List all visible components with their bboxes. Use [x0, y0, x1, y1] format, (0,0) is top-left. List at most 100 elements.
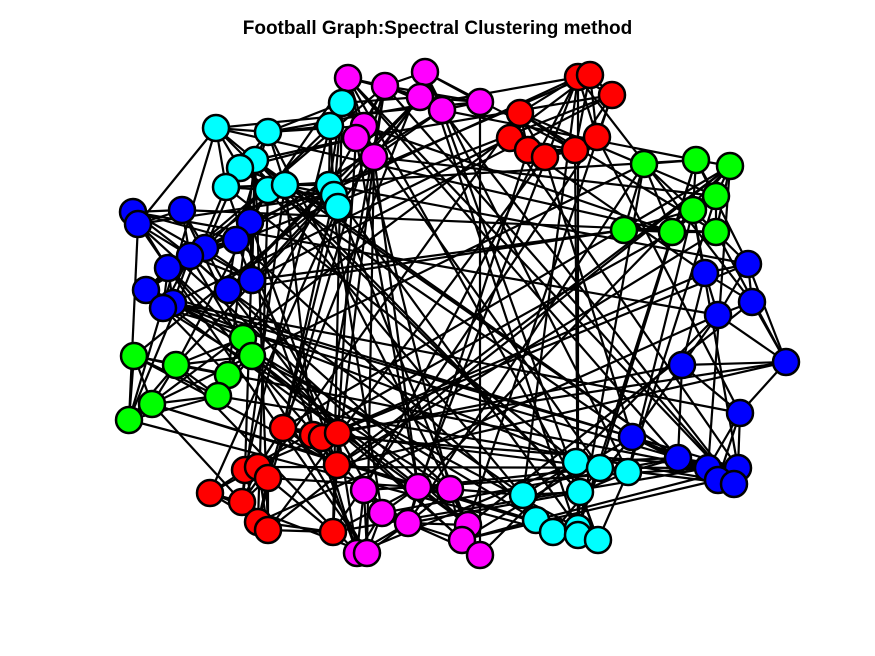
graph-node-cyan: [201, 113, 231, 143]
graph-node-green: [657, 217, 687, 247]
graph-edge: [626, 195, 718, 473]
node-layer: [114, 57, 801, 570]
graph-edge: [355, 93, 613, 140]
graph-node-magenta: [370, 71, 400, 101]
graph-node-magenta: [465, 87, 495, 117]
graph-node-magenta: [465, 540, 495, 570]
graph-node-magenta: [352, 538, 382, 568]
graph-node-green: [237, 341, 267, 371]
graph-edge: [527, 149, 706, 274]
graph-node-magenta: [447, 525, 477, 555]
graph-edge: [151, 402, 419, 489]
graph-edge: [145, 288, 633, 439]
graph-edge: [267, 189, 554, 533]
graph-edge: [251, 228, 625, 282]
graph-edge: [441, 109, 735, 485]
graph-node-green: [701, 181, 731, 211]
graph-edge: [127, 223, 140, 421]
graph-node-blue: [221, 225, 251, 255]
graph-node-cyan: [211, 172, 241, 202]
graph-node-blue: [175, 241, 205, 271]
graph-node-green: [161, 350, 191, 380]
graph-node-blue: [123, 209, 153, 239]
graph-edge: [746, 263, 788, 363]
graph-node-red: [268, 413, 298, 443]
graph-edge: [509, 137, 739, 469]
graph-node-red: [323, 418, 353, 448]
graph-edge: [181, 209, 244, 339]
graph-edge: [225, 186, 577, 463]
graph-edge: [321, 262, 749, 440]
graph-edge: [282, 165, 731, 429]
graph-node-magenta: [405, 82, 435, 112]
graph-node-cyan: [613, 457, 643, 487]
graph-node-cyan: [561, 447, 591, 477]
graph-node-red: [195, 478, 225, 508]
graph-edge: [441, 108, 697, 162]
graph-edge: [251, 279, 383, 514]
graph-node-blue: [690, 258, 720, 288]
graph-node-red: [530, 142, 560, 172]
graph-node-cyan: [225, 153, 255, 183]
graph-node-blue: [213, 275, 243, 305]
graph-node-magenta: [333, 63, 363, 93]
graph-edge: [172, 301, 741, 415]
graph-node-magenta: [359, 142, 389, 172]
graph-node-blue: [737, 287, 767, 317]
graph-node-cyan: [585, 453, 615, 483]
graph-edge: [281, 206, 340, 429]
graph-edge: [128, 394, 219, 422]
graph-node-blue: [237, 265, 267, 295]
graph-node-green: [678, 195, 708, 225]
graph-edge: [282, 426, 735, 486]
graph-node-cyan: [508, 480, 538, 510]
graph-node-red: [253, 515, 283, 545]
graph-edge: [373, 155, 717, 198]
graph-node-cyan: [270, 170, 300, 200]
graph-node-red: [227, 487, 257, 517]
graph-node-blue: [667, 350, 697, 380]
graph-node-magenta: [367, 498, 397, 528]
graph-node-magenta: [349, 475, 379, 505]
graph-node-cyan: [323, 192, 353, 222]
graph-edge: [347, 77, 679, 459]
graph-node-blue: [131, 275, 161, 305]
graph-edge: [681, 360, 787, 367]
graph-node-blue: [617, 422, 647, 452]
graph-node-red: [322, 450, 352, 480]
graph-node-green: [114, 405, 144, 435]
graph-node-green: [701, 217, 731, 247]
graph-node-green: [629, 149, 659, 179]
graph-node-magenta: [403, 472, 433, 502]
graph-node-magenta: [435, 474, 465, 504]
graph-node-blue: [663, 443, 693, 473]
graph-node-red: [560, 135, 590, 165]
graph-edge: [336, 360, 787, 467]
graph-node-magenta: [341, 123, 371, 153]
graph-node-blue: [725, 398, 755, 428]
graph-node-cyan: [327, 88, 357, 118]
graph-edge: [356, 460, 577, 555]
graph-node-blue: [703, 300, 733, 330]
graph-node-red: [318, 517, 348, 547]
graph-edge: [251, 355, 469, 526]
graph-node-red: [253, 463, 283, 493]
graph-edge: [284, 184, 679, 459]
graph-node-blue: [719, 469, 749, 499]
graph-node-blue: [167, 195, 197, 225]
graph-node-cyan: [538, 517, 568, 547]
graph-edge: [363, 124, 673, 234]
graph-node-magenta: [427, 95, 457, 125]
graph-node-magenta: [410, 57, 440, 87]
graph-edge: [461, 436, 633, 541]
graph-edge: [215, 126, 673, 234]
graph-edge: [224, 186, 359, 554]
graph-node-green: [609, 215, 639, 245]
graph-node-blue: [733, 249, 763, 279]
graph-node-green: [137, 389, 167, 419]
graph-node-cyan: [315, 111, 345, 141]
graph-edge: [347, 77, 735, 485]
graph-node-cyan: [583, 525, 613, 555]
graph-edge: [461, 478, 719, 542]
